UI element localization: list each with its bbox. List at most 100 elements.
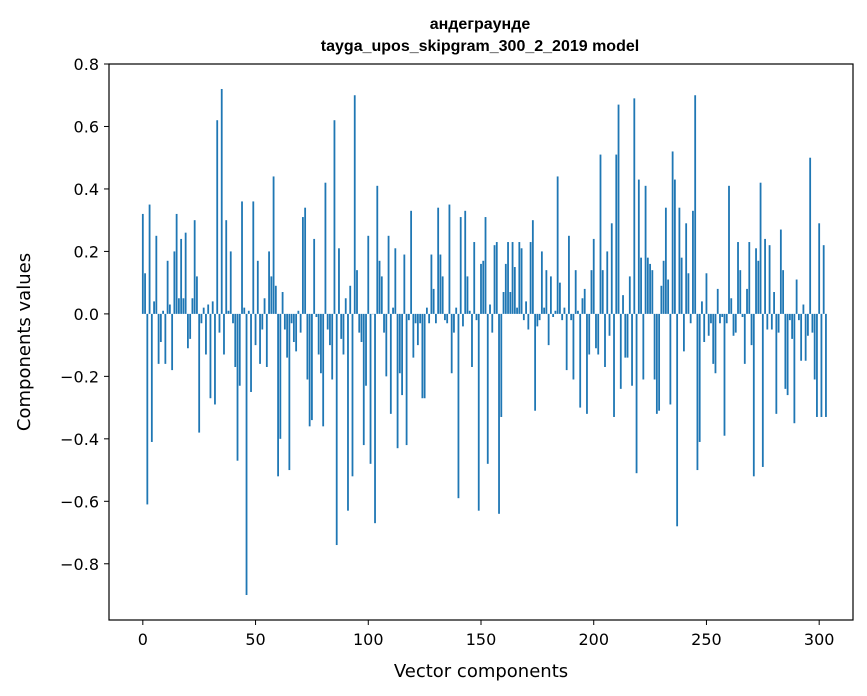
bar [507,242,509,314]
bar [331,313,334,380]
bar [367,235,370,314]
bar [475,313,478,321]
bar [146,313,149,505]
bar [651,270,654,314]
bar [518,242,521,314]
bar [437,207,440,314]
bar [782,270,785,314]
plot-area-frame [108,63,854,621]
bar [701,301,703,314]
bar [155,235,158,314]
bar [243,307,246,314]
bar [599,154,602,314]
bar [705,273,708,314]
bar [347,313,349,511]
y-tick-label: −0.2 [60,367,99,386]
bar [396,313,399,449]
bar [802,304,805,314]
bar [416,313,419,346]
x-axis-label: Vector components [394,661,568,682]
chart-title-model: tayga_upos_skipgram_300_2_2019 model [321,38,639,55]
bar [619,313,622,389]
bar [486,313,489,464]
bar [385,313,388,377]
bar [777,313,780,333]
bar [250,313,252,392]
bar [676,313,679,527]
y-tick-label: −0.6 [60,492,99,511]
bar [531,220,534,314]
bar [820,313,823,417]
chart-title-word: андеграунде [430,16,531,33]
bar [401,313,403,396]
bar [807,313,809,336]
bar [238,313,241,386]
bar [793,313,796,424]
bar [791,313,794,339]
bar [671,151,674,314]
bar [489,304,491,314]
bar [655,313,658,414]
bar [259,313,261,364]
bars-group [141,88,827,596]
bar [232,313,234,324]
bar [283,313,286,330]
bar [538,313,541,321]
bar [423,313,426,399]
bar [714,313,717,374]
bar [180,238,183,314]
bar [716,288,719,314]
bar [809,157,812,314]
y-axis-label: Components values [14,253,35,431]
bar [297,310,300,314]
bar [241,201,243,314]
bar [477,313,480,511]
bar [272,176,275,314]
bar [383,313,385,333]
bar [595,313,597,349]
bar [773,292,775,314]
bar [696,313,699,471]
bar [597,313,600,355]
bar [786,313,789,396]
bar [387,235,390,314]
bar [624,313,627,358]
bar [365,313,367,386]
bar [342,313,345,355]
bar [667,279,670,314]
bar [187,313,189,349]
bar [608,313,611,336]
bar [640,257,642,314]
bar [631,313,633,386]
bar [290,313,293,324]
bar [202,307,205,314]
bar [737,242,739,314]
bar [540,251,543,314]
bar [171,313,174,371]
bar [153,301,155,314]
bar [536,313,539,327]
bar [757,260,760,314]
y-tick-label: −0.8 [60,555,99,574]
bar [694,95,697,314]
bar [254,313,257,346]
bar [734,313,737,333]
bar [633,98,636,314]
x-tick-label: 250 [691,630,722,649]
bar [398,313,401,374]
bar [356,270,358,314]
bar [468,310,471,314]
bar [450,313,453,374]
bar [797,313,800,321]
bar [601,270,604,314]
bar [545,270,548,314]
bar [759,182,762,314]
x-axis-ticks: 0 50 100 150 200 250 300 [138,620,834,649]
x-tick-label: 100 [353,630,384,649]
bar [270,276,273,314]
bar [543,307,546,314]
bar [466,276,469,314]
bar [216,120,219,314]
bar [378,260,381,314]
bar [353,95,356,314]
